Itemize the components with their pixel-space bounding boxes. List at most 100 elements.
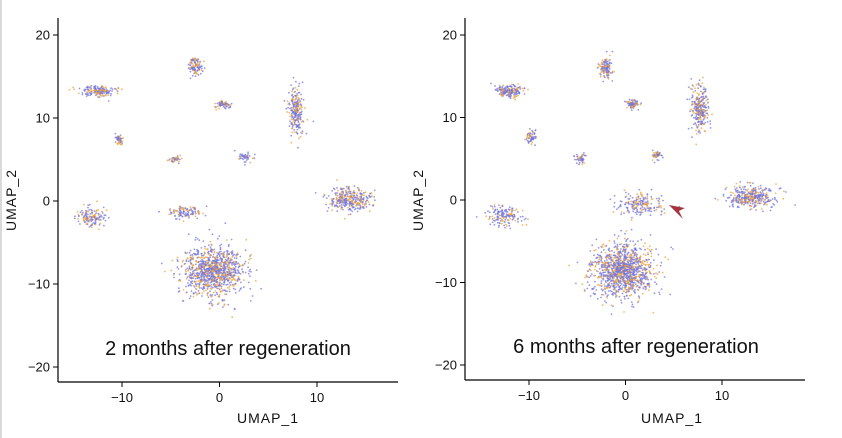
- data-point: [323, 196, 325, 198]
- data-point: [220, 244, 222, 246]
- data-point: [597, 271, 599, 273]
- data-point: [228, 104, 230, 106]
- data-point: [762, 190, 764, 192]
- data-point: [300, 119, 302, 121]
- data-point: [207, 280, 209, 282]
- data-point: [694, 90, 696, 92]
- data-point: [179, 273, 181, 275]
- data-point: [176, 210, 178, 212]
- data-point: [621, 280, 623, 282]
- data-point: [650, 234, 652, 236]
- data-point: [600, 259, 602, 261]
- data-point: [229, 284, 231, 286]
- data-point: [210, 254, 212, 256]
- data-point: [593, 292, 595, 294]
- data-point: [350, 204, 352, 206]
- data-point: [300, 103, 302, 105]
- data-point: [514, 99, 516, 101]
- data-point: [350, 202, 352, 204]
- data-point: [612, 273, 614, 275]
- data-point: [91, 212, 93, 214]
- data-point: [227, 264, 229, 266]
- data-point: [494, 209, 496, 211]
- data-point: [614, 234, 616, 236]
- data-point: [620, 213, 622, 215]
- data-point: [243, 279, 245, 281]
- data-point: [610, 72, 612, 74]
- data-point: [606, 51, 608, 53]
- data-point: [600, 282, 602, 284]
- data-point: [656, 198, 658, 200]
- data-point: [487, 210, 489, 212]
- data-point: [637, 240, 639, 242]
- data-point: [196, 281, 198, 283]
- data-point: [693, 112, 695, 114]
- data-point: [297, 99, 299, 101]
- data-point: [203, 258, 205, 260]
- data-point: [590, 275, 592, 277]
- data-point: [204, 276, 206, 278]
- data-point: [670, 247, 672, 249]
- data-point: [739, 197, 741, 199]
- data-point: [193, 285, 195, 287]
- data-point: [747, 182, 749, 184]
- data-point: [206, 205, 208, 207]
- data-point: [747, 188, 749, 190]
- data-point: [245, 249, 247, 251]
- data-point: [625, 192, 627, 194]
- data-point: [647, 210, 649, 212]
- y-tick-label: 10: [36, 111, 50, 126]
- data-point: [289, 104, 291, 106]
- data-point: [183, 220, 185, 222]
- data-point: [209, 267, 211, 269]
- data-point: [693, 91, 695, 93]
- data-point: [373, 204, 375, 206]
- data-point: [646, 198, 648, 200]
- data-point: [293, 91, 295, 93]
- data-point: [214, 103, 216, 105]
- data-point: [297, 97, 299, 99]
- data-point: [210, 296, 212, 298]
- data-point: [493, 211, 495, 213]
- data-point: [216, 292, 218, 294]
- data-point: [244, 154, 246, 156]
- data-point: [210, 250, 212, 252]
- data-point: [211, 294, 213, 296]
- data-point: [650, 279, 652, 281]
- data-point: [232, 276, 234, 278]
- data-point: [744, 195, 746, 197]
- data-point: [749, 182, 751, 184]
- data-point: [604, 291, 606, 293]
- data-point: [252, 157, 254, 159]
- data-point: [512, 208, 514, 210]
- data-point: [84, 222, 86, 224]
- data-point: [208, 251, 210, 253]
- data-point: [198, 62, 200, 64]
- data-point: [608, 60, 610, 62]
- data-point: [672, 248, 674, 250]
- data-point: [513, 84, 515, 86]
- data-point: [249, 288, 251, 290]
- panel-caption: 2 months after regeneration: [105, 338, 351, 360]
- data-point: [233, 288, 235, 290]
- data-point: [502, 86, 504, 88]
- data-point: [188, 217, 190, 219]
- data-point: [353, 207, 355, 209]
- data-point: [323, 194, 325, 196]
- data-point: [293, 124, 295, 126]
- data-point: [742, 186, 744, 188]
- data-point: [596, 239, 598, 241]
- data-point: [202, 213, 204, 215]
- data-point: [226, 239, 228, 241]
- data-point: [610, 62, 612, 64]
- data-point: [641, 204, 643, 206]
- data-point: [627, 103, 629, 105]
- data-point: [598, 263, 600, 265]
- data-point: [623, 244, 625, 246]
- data-point: [348, 214, 350, 216]
- data-point: [194, 239, 196, 241]
- data-point: [190, 214, 192, 216]
- data-point: [507, 211, 509, 213]
- data-point: [180, 206, 182, 208]
- data-point: [650, 196, 652, 198]
